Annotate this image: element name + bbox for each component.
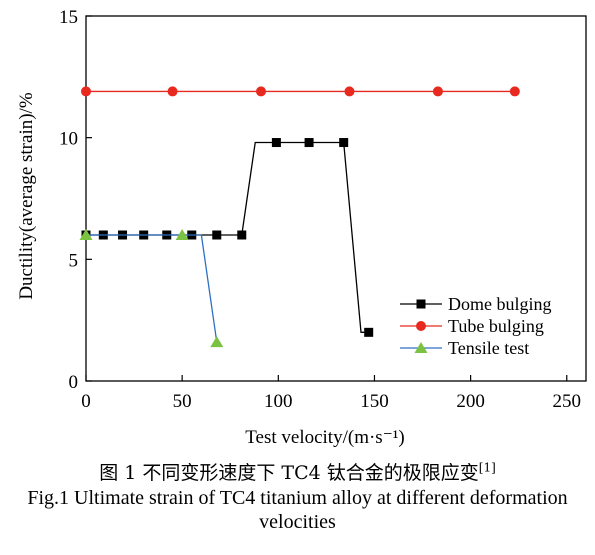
data-point-tensile-test xyxy=(210,336,224,348)
data-point-dome-bulging xyxy=(339,138,349,148)
x-tick-label: 150 xyxy=(360,391,389,412)
series-line-tensile-test xyxy=(86,234,218,343)
data-point-tensile-test xyxy=(79,229,93,240)
legend-item-dome-bulging: Dome bulging xyxy=(400,294,552,314)
figure-caption-english: Fig.1 Ultimate strain of TC4 titanium al… xyxy=(27,487,568,533)
data-point-tube-bulging xyxy=(167,86,178,97)
y-tick-label: 15 xyxy=(59,7,78,28)
series-tensile-test xyxy=(79,229,224,348)
data-point-tube-bulging xyxy=(509,86,520,97)
legend-marker xyxy=(416,321,426,331)
y-tick-label: 5 xyxy=(69,250,79,271)
data-point-dome-bulging xyxy=(271,138,281,148)
legend-marker xyxy=(414,342,428,353)
series-line-dome-bulging xyxy=(86,141,369,333)
legend-item-tube-bulging: Tube bulging xyxy=(400,316,544,336)
legend-label: Tube bulging xyxy=(448,316,544,336)
data-point-tube-bulging xyxy=(344,86,355,97)
legend-marker xyxy=(416,299,426,309)
data-point-dome-bulging xyxy=(212,230,222,240)
y-axis-label: Ductility(average strain)/% xyxy=(16,92,37,300)
x-tick-label: 50 xyxy=(173,391,192,412)
data-point-tensile-test xyxy=(175,229,189,240)
x-tick-label: 200 xyxy=(456,391,485,412)
chart-series-layer xyxy=(79,86,520,348)
caption-chinese-text: 图 1 不同变形速度下 TC4 钛合金的极限应变 xyxy=(99,462,479,484)
data-point-dome-bulging xyxy=(304,138,314,148)
x-tick-label: 100 xyxy=(264,391,293,412)
figure-caption-chinese: 图 1 不同变形速度下 TC4 钛合金的极限应变[1] xyxy=(0,458,595,485)
data-point-dome-bulging xyxy=(237,230,247,240)
x-tick-label: 250 xyxy=(553,391,582,412)
legend-item-tensile-test: Tensile test xyxy=(400,338,529,358)
y-tick-label: 0 xyxy=(69,372,79,393)
data-point-dome-bulging xyxy=(364,327,374,337)
series-dome-bulging xyxy=(81,138,374,337)
legend-label: Dome bulging xyxy=(448,294,552,314)
plot-frame xyxy=(85,15,587,382)
data-point-tube-bulging xyxy=(432,86,443,97)
series-tube-bulging xyxy=(81,86,520,97)
data-point-tube-bulging xyxy=(256,86,266,97)
x-tick-label: 0 xyxy=(81,391,91,412)
data-point-tube-bulging xyxy=(81,86,91,97)
caption-reference: [1] xyxy=(478,460,496,475)
x-axis-label: Test velocity/(m·s⁻¹) xyxy=(245,427,405,448)
chart-axes: 0 50 100 150 200 250 0 5 10 15 xyxy=(59,7,587,412)
y-tick-label: 10 xyxy=(59,129,78,150)
legend-label: Tensile test xyxy=(448,338,529,358)
